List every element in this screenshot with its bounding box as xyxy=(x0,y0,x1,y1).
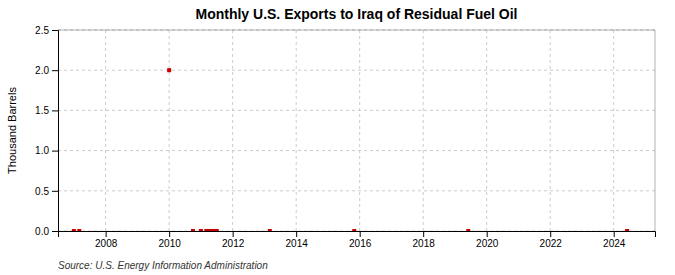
y-tick: 2.5 xyxy=(35,25,58,36)
x-tick-mark xyxy=(423,231,424,237)
x-tick-label: 2022 xyxy=(540,238,563,249)
grid-line-x xyxy=(169,30,170,231)
grid-line-y xyxy=(58,30,655,31)
x-tick-label: 2014 xyxy=(286,238,309,249)
y-tick: 0.0 xyxy=(35,226,58,237)
y-tick-mark xyxy=(52,151,58,152)
x-tick-mark xyxy=(169,231,170,237)
x-tick: 2020 xyxy=(476,231,499,249)
x-tick-label: 2010 xyxy=(159,238,182,249)
point xyxy=(466,229,470,231)
y-tick-label: 1.0 xyxy=(35,145,49,156)
grid-line-y xyxy=(58,70,655,71)
x-tick: 2012 xyxy=(222,231,245,249)
title: Monthly U.S. Exports to Iraq of Residual… xyxy=(195,6,517,22)
y-tick-mark xyxy=(52,70,58,71)
x-tick-mark xyxy=(550,231,551,237)
y-tick-label: 2.0 xyxy=(35,65,49,76)
point xyxy=(191,229,195,231)
x-tick-label: 2012 xyxy=(222,238,245,249)
y-tick-label: 0.5 xyxy=(35,186,49,197)
point xyxy=(215,229,219,231)
grid-line-x xyxy=(232,30,233,231)
y-tick-mark xyxy=(52,110,58,111)
grid-line-y xyxy=(58,110,655,111)
point xyxy=(77,229,81,231)
grid-line-x xyxy=(550,30,551,231)
x-tick-mark xyxy=(233,231,234,237)
plot-frame-right xyxy=(655,30,656,231)
y-tick-label: 0.0 xyxy=(35,226,49,237)
point xyxy=(72,229,76,231)
y-tick-mark xyxy=(52,30,58,31)
chart-svg: 2008201020122014201620182020202220240.00… xyxy=(0,0,675,275)
grid xyxy=(58,30,655,231)
points xyxy=(72,68,629,231)
grid-line-x xyxy=(296,30,297,231)
x-tick-label: 2008 xyxy=(95,238,118,249)
x-tick: 2022 xyxy=(540,231,563,249)
grid-line-y xyxy=(58,150,655,151)
x-tick: 2008 xyxy=(95,231,118,249)
grid-line-x xyxy=(105,30,106,231)
y-tick: 0.5 xyxy=(35,186,58,197)
point xyxy=(268,229,272,231)
x-tick-label: 2020 xyxy=(476,238,499,249)
x-tick: 2010 xyxy=(159,231,182,249)
grid-line-x xyxy=(613,30,614,231)
grid-line-y xyxy=(58,190,655,191)
plot-frame-top xyxy=(58,30,655,31)
y-tick: 1.5 xyxy=(35,105,58,116)
x-tick-mark xyxy=(487,231,488,237)
x-tick-label: 2024 xyxy=(603,238,626,249)
point xyxy=(352,229,356,231)
chart-container: 2008201020122014201620182020202220240.00… xyxy=(0,0,675,275)
point xyxy=(199,229,203,231)
y-tick-mark xyxy=(52,191,58,192)
grid-line-x xyxy=(359,30,360,231)
x-tick-mark xyxy=(296,231,297,237)
plot-area: 2008201020122014201620182020202220240.00… xyxy=(35,25,655,249)
x-tick: 2018 xyxy=(413,231,436,249)
y-axis-label: Thousand Barrels xyxy=(6,87,18,174)
x-tick: 2016 xyxy=(349,231,372,249)
source-note: Source: U.S. Energy Information Administ… xyxy=(58,260,268,271)
y-tick-label: 1.5 xyxy=(35,105,49,116)
x-tick-mark xyxy=(360,231,361,237)
x-tick: 2014 xyxy=(286,231,309,249)
x-tick-mark xyxy=(106,231,107,237)
x-axis-line xyxy=(59,232,656,238)
y-tick: 2.0 xyxy=(35,65,58,76)
y-axis-line xyxy=(52,31,59,232)
x-tick-mark xyxy=(614,231,615,237)
x-axis: 2008 2010 2012 2014 2016 2018 2020 2022 2024 xyxy=(59,231,656,249)
y-tick-label: 2.5 xyxy=(35,25,49,36)
y-tick: 1.0 xyxy=(35,145,58,156)
point xyxy=(167,68,171,72)
x-tick-label: 2016 xyxy=(349,238,372,249)
x-tick: 2024 xyxy=(603,231,626,249)
grid-line-x xyxy=(423,30,424,231)
x-tick-label: 2018 xyxy=(413,238,436,249)
y-axis: 0.0 0.5 1.0 1.5 2.0 2.5 xyxy=(35,25,58,237)
y-tick-mark xyxy=(52,231,58,232)
point xyxy=(625,229,629,231)
grid-line-x xyxy=(486,30,487,231)
